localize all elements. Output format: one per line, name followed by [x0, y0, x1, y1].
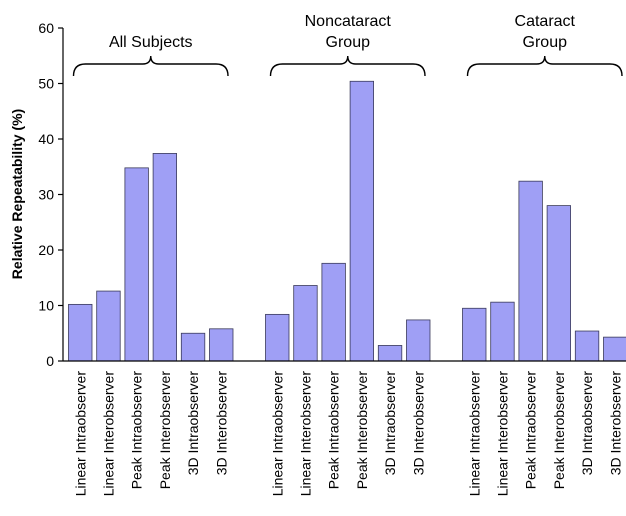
group-brace [72, 55, 229, 77]
bar [321, 262, 346, 362]
x-category-label: 3D Intraobserver [382, 371, 398, 476]
bar [265, 313, 290, 362]
x-category-label: 3D Intraobserver [185, 371, 201, 476]
group-braces [72, 55, 623, 77]
group-label: Noncataract [305, 13, 392, 30]
bar [406, 319, 431, 362]
bar [574, 330, 600, 362]
bar [462, 307, 487, 362]
x-category-label: Peak Interobserver [157, 371, 173, 490]
x-category-label: 3D Interobserver [607, 371, 623, 476]
group-brace [269, 55, 426, 77]
x-category-label: Linear Interobserver [297, 371, 313, 497]
x-category-label: 3D Intraobserver [579, 371, 595, 476]
y-tick-label: 50 [38, 76, 54, 92]
x-category-label: Peak Intraobserver [523, 371, 539, 490]
bar [209, 328, 234, 362]
y-tick-label: 20 [38, 242, 54, 258]
bar [603, 336, 626, 362]
x-category-label: Linear Intraobserver [269, 371, 285, 497]
bar [124, 167, 149, 362]
y-tick-label: 10 [38, 298, 54, 314]
bars [68, 80, 626, 362]
y-tick-label: 30 [38, 187, 54, 203]
x-category-label: Linear Interobserver [494, 371, 510, 497]
y-tick-label: 60 [38, 20, 54, 36]
x-category-label: Linear Intraobserver [466, 371, 482, 497]
bar [377, 345, 403, 362]
bar [68, 303, 93, 362]
x-category-label: Peak Intraobserver [326, 371, 342, 490]
bar [490, 301, 515, 362]
x-category-label: 3D Interobserver [213, 371, 229, 476]
bar [349, 80, 375, 362]
x-category-label: 3D Interobserver [410, 371, 426, 476]
y-tick-label: 0 [46, 353, 54, 369]
category-labels: Linear Intraobserver Linear Interobserver… [72, 371, 623, 497]
group-label: All Subjects [109, 34, 193, 51]
x-category-label: Peak Interobserver [354, 371, 370, 490]
bar [96, 290, 121, 362]
group-brace [466, 55, 623, 77]
bar [518, 180, 543, 362]
x-category-label: Peak Interobserver [551, 371, 567, 490]
x-category-label: Linear Interobserver [100, 371, 116, 497]
x-category-label: Linear Intraobserver [72, 371, 88, 497]
group-label: Cataract [515, 13, 576, 30]
group-label: Group [523, 34, 568, 51]
y-tick-label: 40 [38, 131, 54, 147]
group-label: Group [326, 34, 371, 51]
bar [152, 153, 178, 362]
bar [180, 332, 206, 362]
group-labels: All Subjects Noncataract Group Cataract Grou… [109, 13, 576, 51]
bar [546, 205, 571, 362]
y-axis-ticks: 0 10 20 30 40 50 60 [38, 20, 63, 369]
bar [293, 285, 318, 362]
x-category-label: Peak Intraobserver [129, 371, 145, 490]
axes [62, 28, 626, 362]
y-axis-title: Relative Repeatability (%) [9, 109, 25, 279]
